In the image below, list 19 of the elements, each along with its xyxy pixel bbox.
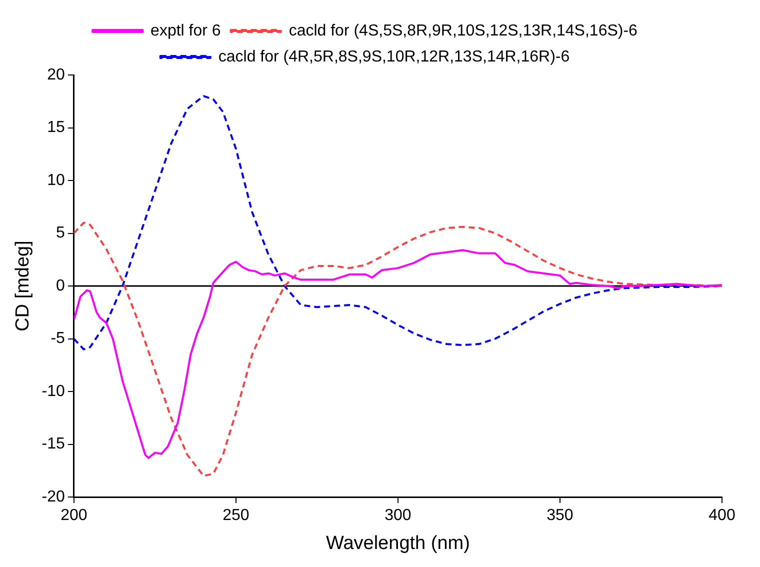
x-tick-label: 250 — [222, 507, 250, 524]
y-tick-label: -20 — [42, 488, 66, 506]
y-tick-label: -10 — [42, 382, 66, 400]
legend-label: cacld for (4R,5R,8S,9S,10R,12R,13S,14R,16R)-6 — [218, 48, 570, 66]
y-tick-label: -5 — [50, 330, 66, 348]
y-tick-label: 10 — [47, 172, 66, 189]
legend-label: cacld for (4S,5S,8R,9R,10S,12S,13R,14S,16S)-6 — [288, 22, 638, 40]
y-tick-label: 5 — [56, 224, 66, 242]
y-tick-label: 15 — [47, 119, 66, 136]
x-axis-title: Wavelength (nm) — [326, 532, 470, 554]
x-tick-label: 300 — [384, 507, 412, 524]
legend-label: exptl for 6 — [150, 22, 221, 40]
x-tick-label: 400 — [708, 507, 736, 524]
y-axis-title: CD [mdeg] — [12, 240, 34, 332]
y-tick-label: 20 — [47, 66, 66, 84]
x-tick-label: 350 — [546, 507, 574, 524]
y-tick-label: 0 — [56, 277, 66, 294]
y-tick-label: -15 — [42, 436, 66, 453]
x-tick-label: 200 — [60, 507, 88, 524]
